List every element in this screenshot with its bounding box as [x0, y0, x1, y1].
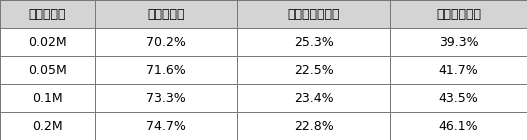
- Bar: [390, 112, 527, 140]
- Bar: [237, 84, 390, 112]
- Text: 副产物摩尔得率: 副产物摩尔得率: [287, 8, 340, 20]
- Text: 0.05M: 0.05M: [28, 64, 67, 76]
- Bar: [237, 0, 390, 28]
- Text: 22.5%: 22.5%: [294, 64, 334, 76]
- Text: 底物转化率: 底物转化率: [147, 8, 185, 20]
- Bar: [237, 56, 390, 84]
- Bar: [95, 112, 237, 140]
- Text: 22.8%: 22.8%: [294, 120, 334, 132]
- Bar: [390, 0, 527, 28]
- Text: 25.3%: 25.3%: [294, 36, 334, 48]
- Bar: [95, 0, 237, 28]
- Text: 23.4%: 23.4%: [294, 92, 334, 104]
- Bar: [95, 84, 237, 112]
- Text: 0.1M: 0.1M: [32, 92, 63, 104]
- Text: 70.2%: 70.2%: [146, 36, 186, 48]
- Text: 71.6%: 71.6%: [146, 64, 186, 76]
- Bar: [237, 112, 390, 140]
- Text: 39.3%: 39.3%: [438, 36, 479, 48]
- Bar: [0, 112, 95, 140]
- Text: 产物摩尔得率: 产物摩尔得率: [436, 8, 481, 20]
- Bar: [0, 0, 95, 28]
- Text: 43.5%: 43.5%: [438, 92, 479, 104]
- Bar: [390, 56, 527, 84]
- Bar: [390, 84, 527, 112]
- Bar: [0, 84, 95, 112]
- Text: 73.3%: 73.3%: [146, 92, 186, 104]
- Text: 41.7%: 41.7%: [438, 64, 479, 76]
- Text: 缓冲液浓度: 缓冲液浓度: [28, 8, 66, 20]
- Bar: [0, 28, 95, 56]
- Bar: [390, 28, 527, 56]
- Bar: [95, 28, 237, 56]
- Text: 74.7%: 74.7%: [146, 120, 186, 132]
- Bar: [0, 56, 95, 84]
- Bar: [237, 28, 390, 56]
- Text: 0.2M: 0.2M: [32, 120, 63, 132]
- Text: 46.1%: 46.1%: [438, 120, 479, 132]
- Bar: [95, 56, 237, 84]
- Text: 0.02M: 0.02M: [28, 36, 67, 48]
